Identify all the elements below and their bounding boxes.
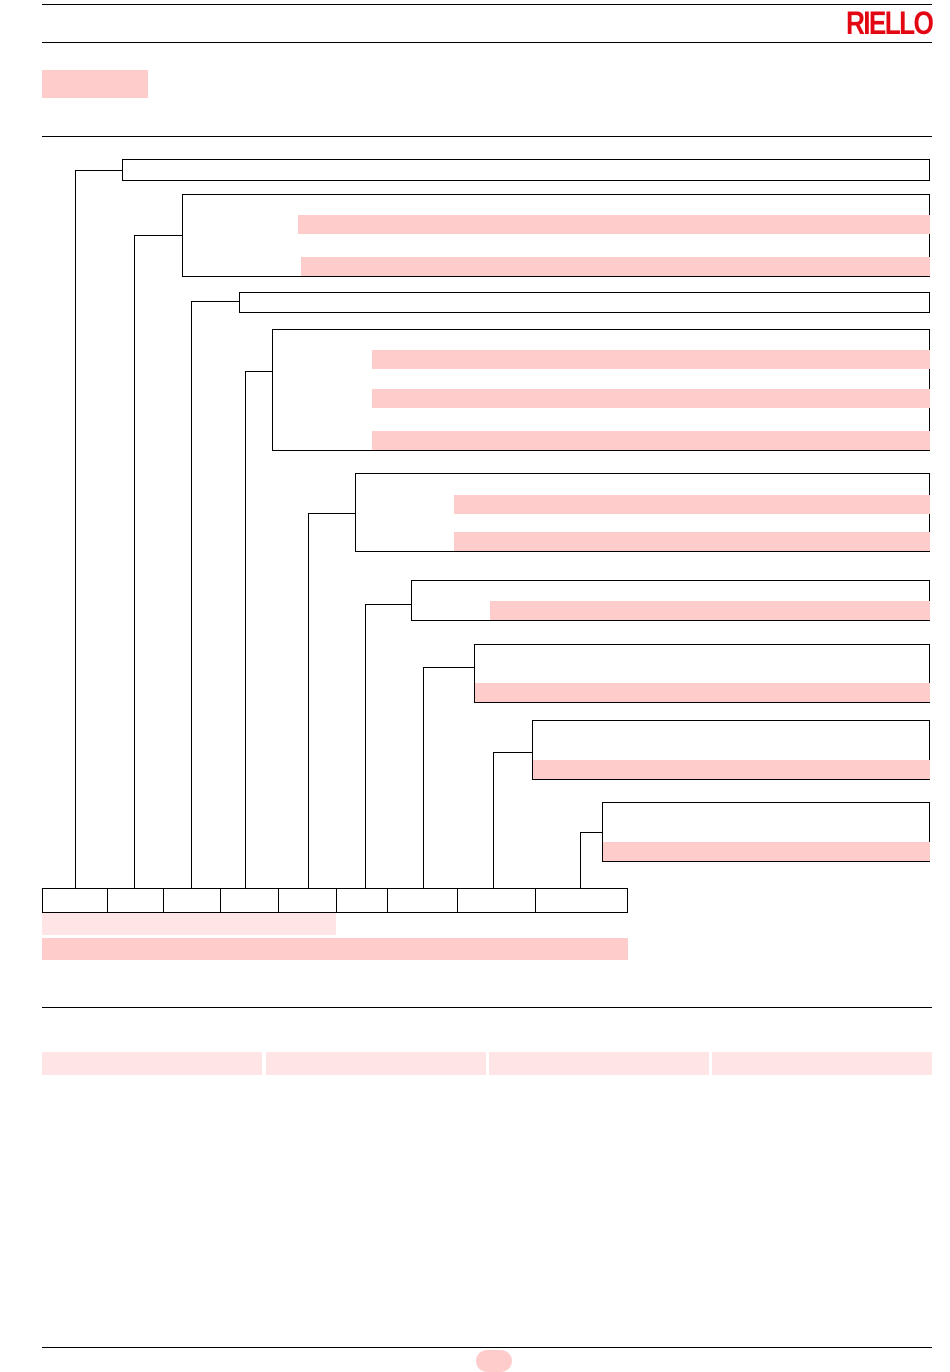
table-header-cell-3 — [489, 1052, 709, 1075]
page-number-badge — [476, 1350, 512, 1372]
designation-caption-2 — [42, 938, 628, 960]
code-cell-2 — [107, 888, 164, 913]
connector-6-vertical — [365, 604, 366, 888]
code-cell-1 — [42, 888, 108, 913]
connector-4-horizontal — [245, 371, 272, 372]
designation-box-4-row-1 — [372, 350, 930, 369]
connector-3-vertical — [191, 301, 192, 888]
header-rule — [42, 42, 932, 43]
lower-section-rule — [42, 1007, 932, 1008]
designation-box-4-row-2 — [372, 389, 930, 408]
table-header-cell-4 — [712, 1052, 932, 1075]
table-header-cell-1 — [42, 1052, 262, 1075]
connector-4-vertical — [245, 371, 246, 888]
connector-1-horizontal — [75, 170, 122, 171]
table-header-cell-2 — [266, 1052, 486, 1075]
designation-caption-1 — [42, 913, 336, 935]
code-cell-8 — [457, 888, 536, 913]
connector-3-horizontal — [191, 301, 239, 302]
connector-7-vertical — [423, 667, 424, 888]
connector-9-vertical — [580, 832, 581, 888]
connector-2-vertical — [134, 235, 135, 888]
code-cell-3 — [163, 888, 221, 913]
designation-box-5-row-1 — [454, 495, 930, 514]
connector-7-horizontal — [423, 667, 474, 668]
code-cell-4 — [220, 888, 279, 913]
section-rule — [42, 136, 932, 137]
code-cell-9 — [535, 888, 628, 913]
code-cell-6 — [336, 888, 388, 913]
footer-rule — [42, 1347, 932, 1348]
designation-box-4-row-3 — [372, 431, 930, 450]
connector-2-horizontal — [134, 235, 182, 236]
section-title-placeholder — [42, 70, 148, 98]
designation-box-3 — [239, 292, 930, 313]
designation-box-2-row-1 — [298, 215, 930, 234]
designation-box-1 — [122, 159, 930, 181]
designation-box-7-row-1 — [475, 683, 930, 702]
connector-6-horizontal — [365, 604, 411, 605]
designation-box-2-row-2 — [301, 257, 930, 276]
designation-box-9-row-1 — [603, 842, 930, 861]
connector-9-horizontal — [580, 832, 602, 833]
designation-box-5-row-2 — [454, 532, 930, 551]
connector-8-horizontal — [493, 752, 532, 753]
brand-logo: RIELLO — [845, 5, 934, 41]
connector-5-horizontal — [308, 513, 355, 514]
code-cell-7 — [387, 888, 458, 913]
connector-5-vertical — [308, 513, 309, 888]
designation-box-6-row-1 — [490, 601, 930, 620]
designation-box-8-row-1 — [533, 760, 930, 779]
code-cell-5 — [278, 888, 337, 913]
top-rule — [42, 4, 932, 5]
connector-8-vertical — [493, 752, 494, 888]
connector-1-vertical — [75, 170, 76, 888]
